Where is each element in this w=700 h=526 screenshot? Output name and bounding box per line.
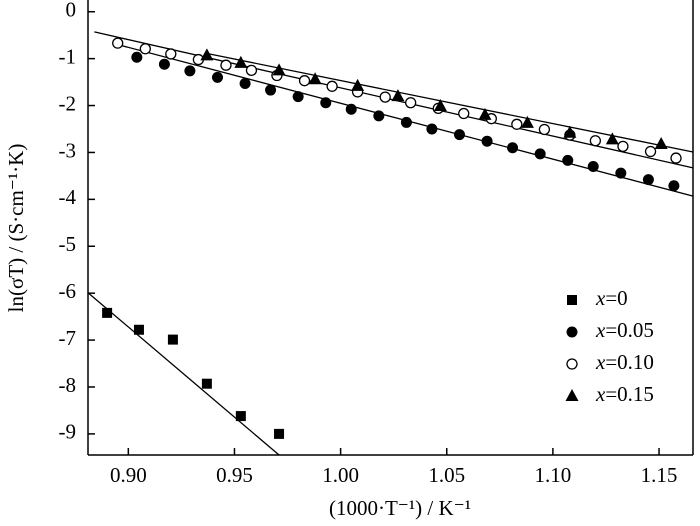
legend-label: x=0 — [595, 286, 628, 310]
x-tick-label: 0.95 — [216, 463, 253, 487]
point — [184, 65, 196, 77]
y-tick-label: -5 — [59, 232, 77, 256]
point — [308, 72, 322, 85]
point — [200, 48, 214, 61]
point — [507, 142, 519, 154]
point — [670, 152, 682, 164]
point — [426, 123, 438, 135]
point — [538, 123, 551, 136]
y-tick-label: -1 — [59, 44, 77, 68]
fit-line — [87, 292, 280, 456]
x-tick-label: 1.10 — [535, 463, 572, 487]
point — [373, 110, 385, 122]
point — [478, 107, 492, 120]
legend-marker — [566, 358, 578, 370]
point — [245, 64, 258, 77]
point — [211, 71, 223, 83]
point — [265, 84, 277, 96]
point — [235, 411, 246, 422]
point — [605, 132, 619, 145]
point — [139, 43, 151, 55]
point — [587, 161, 599, 173]
point — [511, 118, 523, 130]
y-tick-label: -3 — [59, 138, 77, 162]
point — [292, 91, 304, 103]
y-tick-label: -9 — [59, 420, 77, 444]
point — [102, 307, 113, 318]
point — [234, 55, 248, 68]
point — [534, 148, 546, 160]
point — [617, 140, 629, 153]
y-tick-label: 0 — [66, 0, 77, 22]
y-axis-label: ln(σT) / (S·cm⁻¹·K) — [4, 144, 28, 313]
legend-marker — [567, 295, 577, 305]
point — [400, 116, 412, 128]
point — [201, 378, 212, 389]
y-tick-label: -7 — [59, 326, 77, 350]
point — [563, 125, 577, 138]
point — [274, 428, 285, 439]
point — [453, 129, 465, 141]
legend-label: x=0.15 — [595, 382, 654, 406]
point — [320, 97, 332, 109]
point — [239, 77, 251, 89]
y-tick-label: -6 — [59, 279, 77, 303]
legend-marker — [565, 389, 579, 401]
point — [298, 75, 311, 87]
point — [654, 137, 668, 150]
x-axis-label: (1000·T⁻¹) / K⁻¹ — [329, 496, 471, 520]
point — [433, 99, 447, 112]
point — [131, 51, 143, 63]
point — [165, 48, 177, 60]
x-tick-label: 1.00 — [322, 463, 359, 487]
y-tick-label: -8 — [59, 373, 77, 397]
x-tick-label: 1.15 — [641, 463, 678, 487]
legend-label: x=0.10 — [595, 350, 654, 374]
point — [642, 174, 654, 186]
point — [481, 135, 493, 147]
point — [379, 91, 391, 103]
point — [112, 37, 124, 49]
x-tick-label: 1.05 — [428, 463, 465, 487]
point — [391, 89, 405, 102]
point — [668, 180, 680, 192]
x-tick-label: 0.90 — [110, 463, 147, 487]
point — [520, 115, 534, 128]
point — [326, 80, 338, 92]
point — [272, 63, 286, 76]
point — [562, 154, 574, 166]
point — [220, 59, 232, 71]
point — [615, 167, 627, 179]
point — [458, 107, 470, 120]
y-tick-label: -2 — [59, 91, 77, 115]
y-tick-label: -4 — [59, 185, 77, 209]
point — [158, 58, 170, 70]
point — [133, 324, 144, 335]
point — [167, 334, 178, 345]
point — [405, 97, 417, 109]
legend-label: x=0.05 — [595, 318, 654, 342]
point — [351, 78, 365, 91]
point — [589, 135, 602, 147]
point — [345, 103, 357, 115]
point — [644, 145, 657, 158]
legend-marker — [566, 326, 578, 338]
